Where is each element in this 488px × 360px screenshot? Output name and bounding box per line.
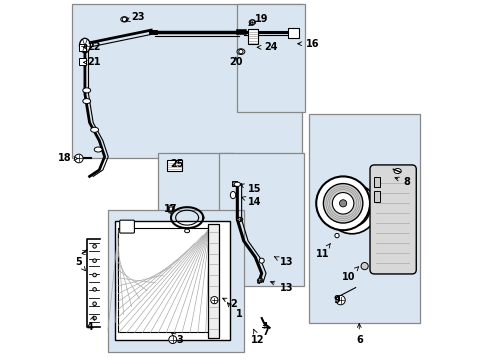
FancyBboxPatch shape xyxy=(369,165,415,274)
Text: 1: 1 xyxy=(227,303,242,319)
Ellipse shape xyxy=(82,88,90,93)
Text: 17: 17 xyxy=(164,204,177,214)
Circle shape xyxy=(93,316,96,320)
Text: 20: 20 xyxy=(229,57,242,67)
Text: 13: 13 xyxy=(274,257,292,267)
Circle shape xyxy=(259,258,264,263)
Ellipse shape xyxy=(230,192,235,199)
Bar xyxy=(158,153,233,259)
Bar xyxy=(207,224,218,338)
Bar xyxy=(167,159,182,171)
Circle shape xyxy=(210,297,218,304)
Ellipse shape xyxy=(82,99,90,104)
Text: 15: 15 xyxy=(240,184,261,194)
Bar xyxy=(373,192,379,202)
Circle shape xyxy=(326,184,376,234)
Circle shape xyxy=(93,244,96,248)
Ellipse shape xyxy=(167,206,174,213)
Bar xyxy=(219,153,303,286)
Bar xyxy=(237,4,305,112)
FancyBboxPatch shape xyxy=(120,220,134,233)
Bar xyxy=(108,211,244,352)
Circle shape xyxy=(360,262,367,270)
Ellipse shape xyxy=(234,182,240,186)
Bar xyxy=(308,114,419,323)
Text: 13: 13 xyxy=(270,281,292,293)
Circle shape xyxy=(250,20,254,24)
Bar xyxy=(373,177,379,187)
Circle shape xyxy=(168,336,176,343)
Ellipse shape xyxy=(80,39,90,53)
Ellipse shape xyxy=(237,49,244,54)
Ellipse shape xyxy=(184,229,189,233)
Text: 14: 14 xyxy=(241,197,261,207)
Circle shape xyxy=(238,218,241,221)
Text: 23: 23 xyxy=(125,12,144,22)
Bar xyxy=(72,4,301,158)
Text: 21: 21 xyxy=(83,57,101,67)
Text: 5: 5 xyxy=(75,257,85,271)
Text: 11: 11 xyxy=(315,243,330,258)
Bar xyxy=(118,228,209,332)
Circle shape xyxy=(93,273,96,277)
Circle shape xyxy=(122,17,126,22)
Circle shape xyxy=(74,154,83,163)
Ellipse shape xyxy=(249,20,255,25)
Text: 19: 19 xyxy=(248,14,268,25)
Circle shape xyxy=(316,176,369,230)
Text: 2: 2 xyxy=(222,298,236,309)
Text: 6: 6 xyxy=(355,324,362,345)
Circle shape xyxy=(93,288,96,291)
Text: 4: 4 xyxy=(87,316,94,332)
Circle shape xyxy=(335,296,345,305)
Text: 16: 16 xyxy=(297,39,318,49)
Circle shape xyxy=(332,193,353,214)
Ellipse shape xyxy=(121,17,128,22)
Bar xyxy=(115,221,230,339)
Text: 24: 24 xyxy=(257,42,277,52)
Text: 18: 18 xyxy=(58,153,78,163)
Bar xyxy=(79,44,85,50)
Bar xyxy=(287,28,298,39)
Text: 8: 8 xyxy=(394,177,409,187)
Circle shape xyxy=(343,200,360,218)
Text: 9: 9 xyxy=(333,295,340,305)
Ellipse shape xyxy=(94,147,102,152)
Circle shape xyxy=(238,49,243,54)
Bar xyxy=(79,58,85,65)
Text: 3: 3 xyxy=(171,333,183,345)
Circle shape xyxy=(93,302,96,306)
Bar xyxy=(231,181,237,186)
Ellipse shape xyxy=(393,168,400,174)
Circle shape xyxy=(258,279,262,282)
Circle shape xyxy=(168,207,173,212)
Text: 25: 25 xyxy=(170,159,183,169)
Text: 10: 10 xyxy=(341,267,358,282)
Circle shape xyxy=(93,259,96,262)
Bar xyxy=(247,30,258,44)
Bar xyxy=(118,228,209,332)
Circle shape xyxy=(323,184,362,223)
Circle shape xyxy=(334,233,339,238)
Ellipse shape xyxy=(90,127,99,132)
Circle shape xyxy=(333,191,369,226)
Text: 12: 12 xyxy=(251,329,264,345)
Ellipse shape xyxy=(237,217,242,222)
Text: 22: 22 xyxy=(83,42,101,52)
Circle shape xyxy=(339,200,346,207)
Circle shape xyxy=(232,182,236,185)
Text: 7: 7 xyxy=(262,324,269,337)
Ellipse shape xyxy=(257,278,263,283)
